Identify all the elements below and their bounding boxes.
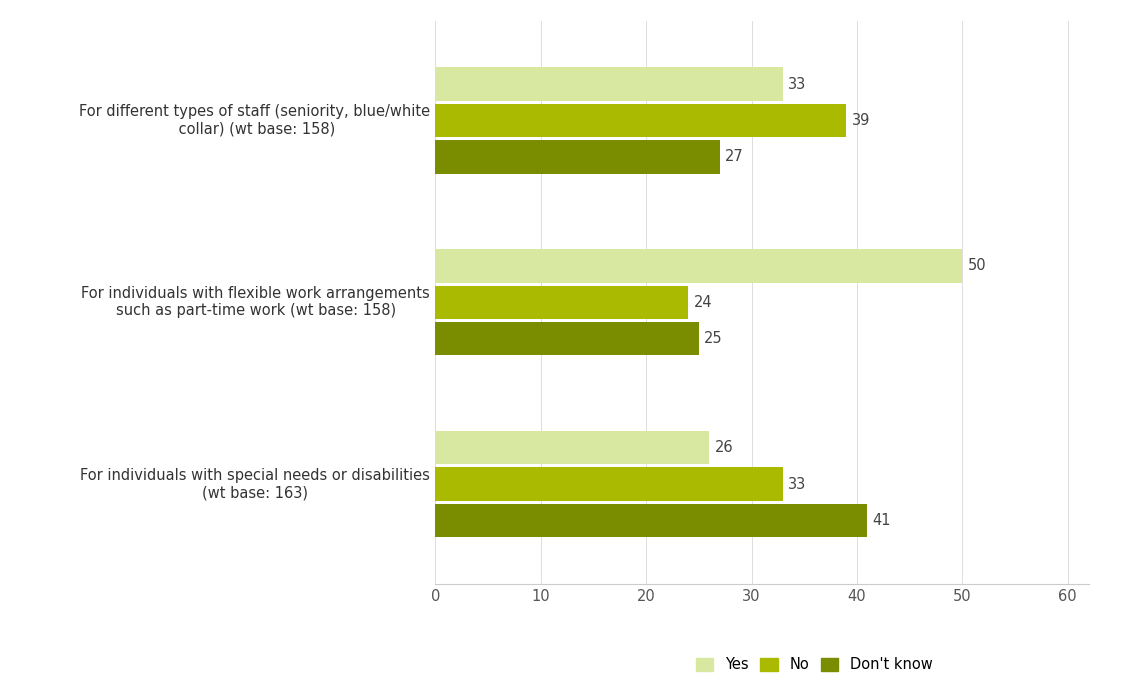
Bar: [435, 67, 783, 101]
Bar: [435, 249, 963, 282]
Text: 24: 24: [693, 295, 712, 310]
Text: 25: 25: [704, 331, 723, 346]
Text: 41: 41: [873, 513, 892, 528]
Bar: [435, 431, 709, 464]
Bar: [435, 322, 699, 355]
Bar: [435, 286, 689, 319]
Text: 33: 33: [788, 77, 807, 91]
Text: For different types of staff (seniority, blue/white
 collar) (wt base: 158): For different types of staff (seniority,…: [79, 104, 430, 137]
Text: For individuals with flexible work arrangements
such as part-time work (wt base:: For individuals with flexible work arran…: [81, 286, 430, 319]
Bar: [435, 467, 783, 501]
Legend: Yes, No, Don't know: Yes, No, Don't know: [690, 651, 939, 678]
Text: 33: 33: [788, 477, 807, 491]
Text: 50: 50: [967, 258, 987, 273]
Bar: [435, 140, 720, 174]
Text: For individuals with special needs or disabilities
(wt base: 163): For individuals with special needs or di…: [80, 468, 430, 500]
Bar: [435, 504, 868, 537]
Text: 39: 39: [851, 113, 870, 128]
Text: 26: 26: [715, 440, 733, 455]
Text: 27: 27: [725, 149, 744, 164]
Bar: [435, 104, 847, 137]
